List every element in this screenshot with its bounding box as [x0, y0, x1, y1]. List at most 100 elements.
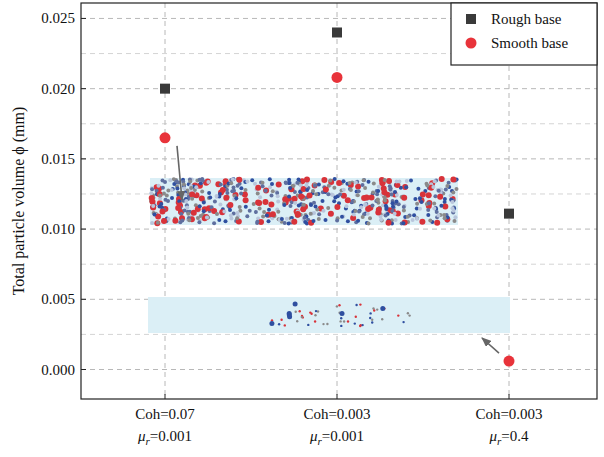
- particle: [420, 200, 424, 204]
- arrow: [482, 338, 499, 353]
- particle: [205, 215, 209, 219]
- particle: [188, 180, 192, 184]
- particle: [364, 195, 370, 201]
- particle: [217, 218, 221, 222]
- label-line: μr=0.001: [137, 428, 192, 447]
- particle: [282, 203, 286, 207]
- particle: [451, 191, 455, 195]
- particle: [321, 199, 325, 203]
- particle: [433, 179, 437, 183]
- particle: [307, 193, 313, 199]
- particle: [287, 194, 291, 198]
- particle: [270, 182, 274, 186]
- particle: [314, 205, 318, 209]
- particle: [375, 198, 379, 202]
- particle: [354, 180, 358, 184]
- particle: [346, 219, 350, 223]
- particle: [332, 199, 336, 203]
- particle: [291, 219, 297, 225]
- particle: [261, 184, 265, 188]
- particle: [150, 187, 154, 191]
- axis-title: Total particle volume ϕ (mm): [10, 107, 28, 296]
- tick-label: 0.000: [41, 362, 75, 378]
- particle: [323, 187, 329, 193]
- particle: [405, 179, 409, 183]
- particle: [324, 218, 328, 222]
- tick: [81, 158, 86, 159]
- particle: [265, 214, 269, 218]
- particle: [333, 196, 337, 200]
- point: [332, 27, 342, 37]
- particle: [270, 193, 274, 197]
- particle: [182, 186, 186, 190]
- particle: [231, 177, 235, 181]
- particle: [248, 209, 252, 213]
- particle: [356, 219, 360, 223]
- particle: [380, 219, 384, 223]
- legend-label: Smooth base: [491, 35, 568, 51]
- particle: [150, 199, 156, 205]
- particle: [200, 189, 204, 193]
- particle: [280, 319, 282, 321]
- particle: [336, 305, 338, 307]
- particle: [166, 189, 170, 193]
- particle: [392, 205, 396, 209]
- particle: [189, 191, 195, 197]
- particle: [455, 187, 459, 191]
- particle: [269, 321, 274, 326]
- label-line: Coh=0.003: [303, 406, 370, 422]
- particle: [288, 186, 292, 190]
- particle: [255, 220, 259, 224]
- particle: [303, 220, 307, 224]
- label-line: Coh=0.07: [135, 406, 195, 422]
- label-line: μr=0.001: [309, 428, 364, 447]
- particle: [167, 217, 171, 221]
- particle: [445, 184, 449, 188]
- particle: [419, 197, 425, 203]
- particle: [268, 185, 272, 189]
- particle: [363, 203, 367, 207]
- particle: [349, 188, 353, 192]
- particle: [361, 215, 365, 219]
- particle: [426, 192, 432, 198]
- particle: [283, 221, 287, 225]
- particle: [264, 189, 268, 193]
- particle: [376, 189, 380, 193]
- particle: [197, 220, 201, 224]
- particle: [401, 221, 405, 225]
- plot-bg: [81, 3, 597, 399]
- particle: [244, 188, 248, 192]
- particle: [336, 180, 342, 186]
- particle: [371, 319, 373, 321]
- particle: [298, 194, 304, 200]
- particle: [314, 320, 316, 322]
- particle: [361, 324, 363, 326]
- tick-label: 0.005: [41, 291, 75, 307]
- particle: [383, 198, 389, 204]
- particle: [225, 191, 229, 195]
- particle: [230, 189, 234, 193]
- particle: [386, 220, 392, 226]
- particle: [296, 320, 298, 322]
- particle: [328, 211, 334, 217]
- particle: [443, 216, 447, 220]
- particle: [199, 214, 203, 218]
- particle: [443, 197, 447, 201]
- particle: [416, 187, 420, 191]
- particle: [339, 320, 341, 322]
- particle: [366, 212, 370, 216]
- particle: [388, 188, 392, 192]
- particle: [239, 191, 243, 195]
- particle: [402, 321, 404, 323]
- particle: [328, 179, 332, 183]
- particle: [229, 217, 233, 221]
- particle: [231, 177, 235, 181]
- particle: [157, 184, 161, 188]
- particle: [309, 311, 311, 313]
- particle: [333, 177, 337, 181]
- label-part: =0.001: [322, 428, 364, 444]
- particle: [295, 212, 301, 218]
- particle: [285, 217, 289, 221]
- particle: [439, 204, 443, 208]
- label-line: Coh=0.003: [475, 406, 542, 422]
